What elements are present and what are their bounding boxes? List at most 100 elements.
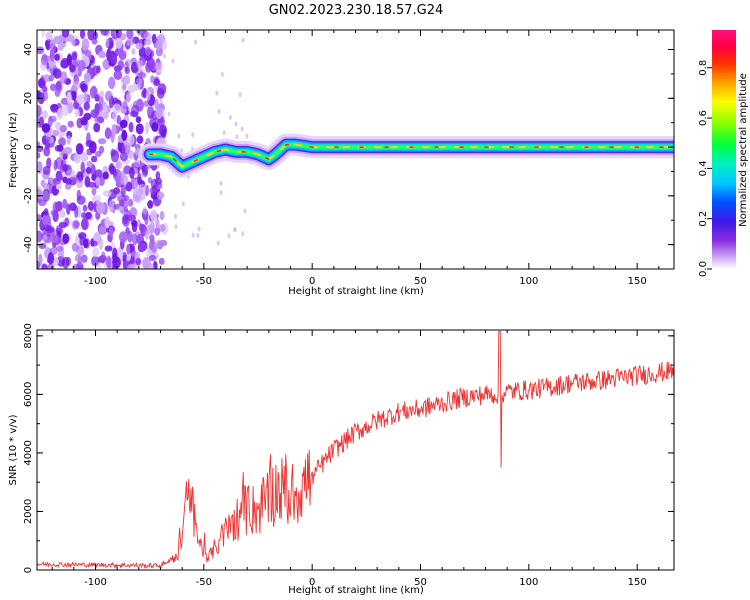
noise-blob [122,100,128,110]
noise-blob [215,90,219,96]
noise-blob [96,262,102,269]
noise-blob [75,143,84,155]
noise-blob [120,174,129,186]
noise-blob [197,226,201,232]
noise-blob [104,127,112,140]
noise-blob [104,245,113,252]
noise-blob [216,240,220,246]
noise-blob [145,89,151,102]
noise-blob [167,111,171,117]
noise-blob [235,134,239,140]
noise-blob [67,120,74,128]
noise-blob [217,108,221,114]
snr-xtick-label: 150 [628,577,647,588]
spec-ytick-label: -40 [23,236,34,252]
noise-blob [155,217,160,230]
noise-blob [122,75,130,86]
noise-blob [151,122,159,132]
noise-blob [60,59,69,69]
noise-blob [50,104,59,113]
noise-blob [193,39,197,45]
noise-blob [107,51,117,64]
noise-blob [69,64,76,73]
noise-blob [87,30,95,41]
noise-blob [56,227,63,235]
noise-blob [37,104,42,118]
noise-blob [72,80,81,91]
noise-blob [241,37,245,43]
noise-blob [159,210,165,221]
noise-blob [238,92,242,98]
noise-blob [66,135,71,145]
noise-blob [97,138,107,145]
noise-blob [158,257,165,265]
snr-xlabel: Height of straight line (km) [288,585,424,596]
noise-blob [120,184,127,198]
noise-blob [49,48,55,59]
noise-blob [54,88,61,97]
noise-blob [73,205,79,219]
noise-blob [76,189,82,201]
noise-blob [126,30,134,39]
noise-blob [90,240,98,247]
ridge-band [148,143,674,168]
noise-blob [124,142,132,150]
noise-blob [83,72,92,83]
noise-blob [104,90,113,102]
noise-blob [122,251,127,262]
noise-blob [137,72,147,79]
noise-blob [86,160,94,167]
noise-blob [162,39,168,51]
noise-blob [86,132,91,145]
noise-blob [80,83,88,93]
noise-blob [155,239,164,248]
noise-blob [78,232,87,240]
noise-blob [106,255,112,269]
snr-xtick-label: 0 [309,577,315,588]
noise-blob [77,172,84,182]
noise-blob [125,92,131,103]
noise-blob [107,76,116,90]
noise-blob [90,164,96,177]
noise-blob [163,53,167,59]
noise-blob [157,83,167,95]
spec-xtick-label: 150 [628,276,647,287]
snr-panel: -100 -50 0 50 100 150 0 2000 4000 6000 8000 Height… [8,323,675,596]
noise-blob [119,199,125,207]
noise-blob [115,103,121,111]
noise-blob [145,121,150,135]
noise-blob [41,188,51,202]
noise-blob [41,123,51,133]
noise-blob [49,233,59,243]
noise-blob [62,104,69,117]
noise-blob [54,53,60,61]
noise-blob [136,59,144,70]
noise-blob [54,122,62,130]
noise-blob [129,135,135,146]
noise-blob [84,176,91,188]
noise-blob [155,107,163,120]
noise-blob [96,102,103,112]
noise-blob [102,190,112,197]
noise-blob [104,216,111,229]
noise-blob [82,238,89,249]
noise-blob [174,213,178,219]
noise-blob [81,38,90,51]
noise-blob [42,85,48,93]
noise-blob [98,145,105,154]
noise-blob [128,37,136,46]
colorbar-tick-label: 0.0 [698,261,709,277]
noise-blob [102,60,110,70]
noise-blob [123,194,130,202]
noise-blob [89,141,97,154]
noise-blob [58,137,66,147]
noise-blob [136,233,145,246]
noise-blob [100,30,109,36]
noise-blob [101,103,108,114]
noise-blob [64,178,73,185]
noise-blob [154,226,161,236]
noise-blob [116,114,122,126]
noise-blob [137,176,143,185]
noise-blob [137,242,146,253]
noise-blob [80,116,88,126]
